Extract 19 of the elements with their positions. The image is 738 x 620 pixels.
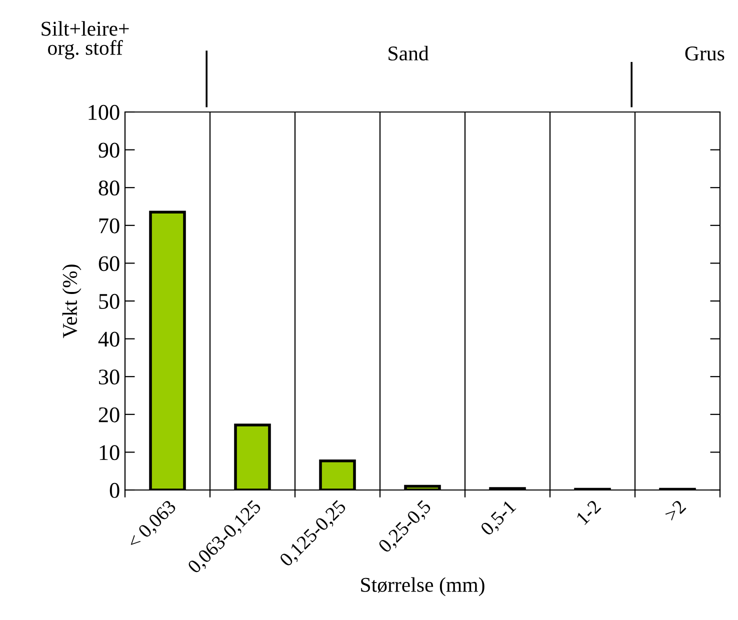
y-tick-label: 0 <box>110 482 120 498</box>
y-tick-label: 50 <box>99 294 120 309</box>
x-tick-label: >2 <box>664 500 686 522</box>
y-tick-label: 90 <box>98 142 120 158</box>
y-axis-title: Vekt (%) <box>62 264 82 338</box>
y-tick-label: 80 <box>98 180 120 196</box>
text: Grus <box>685 46 724 61</box>
y-tick-label: 40 <box>98 332 120 347</box>
y-tick-label: 70 <box>99 218 120 234</box>
text: Silt+leire+ org. stoff <box>42 21 129 60</box>
x-axis-title: Størrelse (mm) <box>361 577 484 596</box>
y-tick-label: 30 <box>98 370 120 385</box>
y-tick-label: 60 <box>98 256 120 272</box>
x-tick-label: 0,5-1 <box>480 500 518 538</box>
y-tick-label: 10 <box>100 445 120 460</box>
text: Sand <box>388 46 429 61</box>
y-tick-label: 20 <box>98 407 120 422</box>
x-tick-label: 1-2 <box>576 500 602 525</box>
y-tick-label: 100 <box>88 104 120 120</box>
